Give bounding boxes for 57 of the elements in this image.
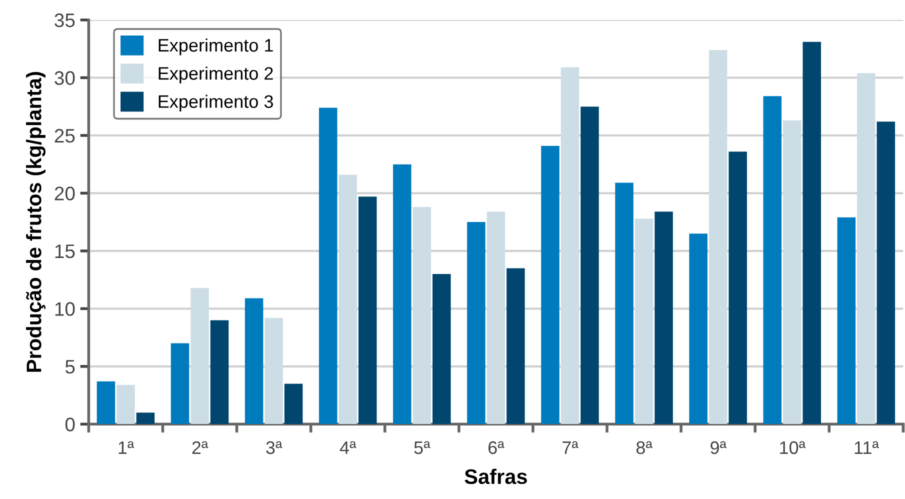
x-tick-label: 9ª bbox=[710, 441, 726, 454]
y-tick-label: 35 bbox=[54, 13, 75, 28]
x-tick-label: 8ª bbox=[636, 441, 652, 454]
bar bbox=[728, 152, 747, 424]
legend-label: Experimento 1 bbox=[158, 38, 273, 56]
x-tick-label: 7ª bbox=[562, 441, 578, 454]
x-tick-label: 11ª bbox=[854, 441, 879, 454]
bar bbox=[96, 381, 116, 424]
bar bbox=[506, 268, 525, 424]
x-tick-label: 2ª bbox=[192, 441, 208, 454]
y-tick-label: 0 bbox=[65, 418, 75, 432]
bar bbox=[116, 384, 135, 424]
bar bbox=[654, 212, 673, 424]
y-tick-label: 25 bbox=[54, 128, 75, 143]
bar bbox=[580, 106, 599, 424]
bar bbox=[136, 412, 155, 424]
bar bbox=[190, 288, 209, 424]
bar bbox=[264, 318, 283, 424]
bar bbox=[763, 96, 782, 424]
bar bbox=[689, 234, 708, 424]
bar bbox=[210, 320, 229, 424]
bar bbox=[782, 120, 802, 424]
y-tick-label: 30 bbox=[54, 71, 75, 85]
bar bbox=[432, 274, 451, 424]
bar bbox=[393, 164, 412, 424]
legend-label: Experimento 3 bbox=[158, 94, 273, 112]
bar bbox=[467, 222, 486, 424]
bar bbox=[876, 122, 896, 424]
x-tick-label: 1ª bbox=[118, 441, 134, 454]
bar bbox=[541, 146, 560, 424]
y-axis-title: Produção de frutos (kg/planta) bbox=[26, 72, 46, 372]
bar bbox=[318, 108, 338, 424]
bar bbox=[708, 50, 728, 424]
bar bbox=[170, 343, 190, 424]
bar bbox=[338, 174, 357, 424]
bar bbox=[486, 212, 506, 424]
x-tick-label: 10ª bbox=[780, 441, 806, 454]
bar bbox=[244, 298, 264, 424]
bar bbox=[634, 218, 654, 424]
x-tick-label: 5ª bbox=[414, 441, 430, 454]
bar bbox=[837, 217, 856, 424]
bar bbox=[615, 182, 634, 424]
y-tick-label: 5 bbox=[65, 360, 75, 374]
x-axis-title: Safras bbox=[464, 468, 527, 484]
bar bbox=[358, 196, 377, 424]
x-tick-label: 6ª bbox=[488, 441, 504, 454]
y-tick-label: 15 bbox=[55, 244, 75, 258]
bar bbox=[412, 207, 432, 424]
bar bbox=[284, 384, 303, 424]
y-tick-label: 20 bbox=[54, 186, 75, 200]
x-tick-label: 4ª bbox=[340, 441, 356, 454]
legend-label: Experimento 2 bbox=[158, 66, 273, 84]
bar bbox=[857, 73, 876, 424]
y-tick-label: 10 bbox=[55, 302, 75, 316]
bar bbox=[802, 42, 821, 424]
bar bbox=[560, 67, 580, 424]
x-tick-label: 3ª bbox=[266, 441, 282, 454]
